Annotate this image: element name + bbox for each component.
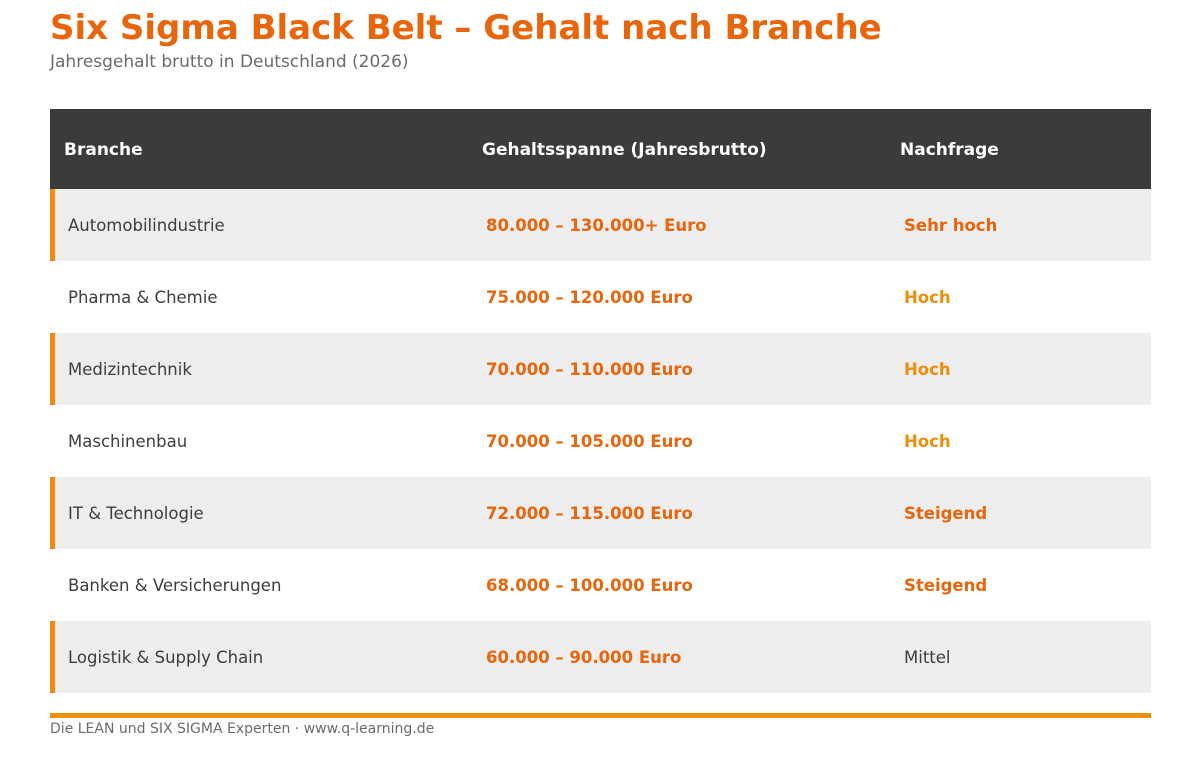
branche-cell: Automobilindustrie [68,216,225,235]
table-row: Maschinenbau 70.000 – 105.000 Euro Hoch [50,405,1151,477]
nachfrage-cell: Sehr hoch [904,216,998,235]
branche-cell: Pharma & Chemie [68,288,218,307]
gehalt-cell: 60.000 – 90.000 Euro [486,648,682,667]
table-row: Pharma & Chemie 75.000 – 120.000 Euro Ho… [50,261,1151,333]
nachfrage-cell: Mittel [904,648,951,667]
gehalt-cell: 72.000 – 115.000 Euro [486,504,693,523]
salary-table: Branche Gehaltsspanne (Jahresbrutto) Nac… [50,109,1151,693]
gehalt-cell: 68.000 – 100.000 Euro [486,576,693,595]
footer-divider [50,713,1151,718]
column-header-gehaltsspanne: Gehaltsspanne (Jahresbrutto) [482,140,767,160]
table-row: Automobilindustrie 80.000 – 130.000+ Eur… [50,189,1151,261]
nachfrage-cell: Hoch [904,360,951,379]
branche-cell: IT & Technologie [68,504,204,523]
gehalt-cell: 70.000 – 110.000 Euro [486,360,693,379]
footer-credit: Die LEAN und SIX SIGMA Experten · www.q-… [50,721,435,737]
nachfrage-cell: Steigend [904,504,988,523]
gehalt-cell: 75.000 – 120.000 Euro [486,288,693,307]
page-title: Six Sigma Black Belt – Gehalt nach Branc… [50,8,882,48]
table-row: Logistik & Supply Chain 60.000 – 90.000 … [50,621,1151,693]
table-row: Banken & Versicherungen 68.000 – 100.000… [50,549,1151,621]
gehalt-cell: 80.000 – 130.000+ Euro [486,216,707,235]
column-header-branche: Branche [64,140,143,160]
column-header-nachfrage: Nachfrage [900,140,999,160]
branche-cell: Banken & Versicherungen [68,576,282,595]
row-accent-bar [50,477,55,549]
row-accent-bar [50,189,55,261]
branche-cell: Logistik & Supply Chain [68,648,264,667]
table-header: Branche Gehaltsspanne (Jahresbrutto) Nac… [50,109,1151,189]
gehalt-cell: 70.000 – 105.000 Euro [486,432,693,451]
branche-cell: Medizintechnik [68,360,192,379]
nachfrage-cell: Hoch [904,288,951,307]
row-accent-bar [50,333,55,405]
nachfrage-cell: Steigend [904,576,988,595]
table-row: IT & Technologie 72.000 – 115.000 Euro S… [50,477,1151,549]
branche-cell: Maschinenbau [68,432,188,451]
table-row: Medizintechnik 70.000 – 110.000 Euro Hoc… [50,333,1151,405]
page-subtitle: Jahresgehalt brutto in Deutschland (2026… [50,52,409,72]
nachfrage-cell: Hoch [904,432,951,451]
row-accent-bar [50,621,55,693]
